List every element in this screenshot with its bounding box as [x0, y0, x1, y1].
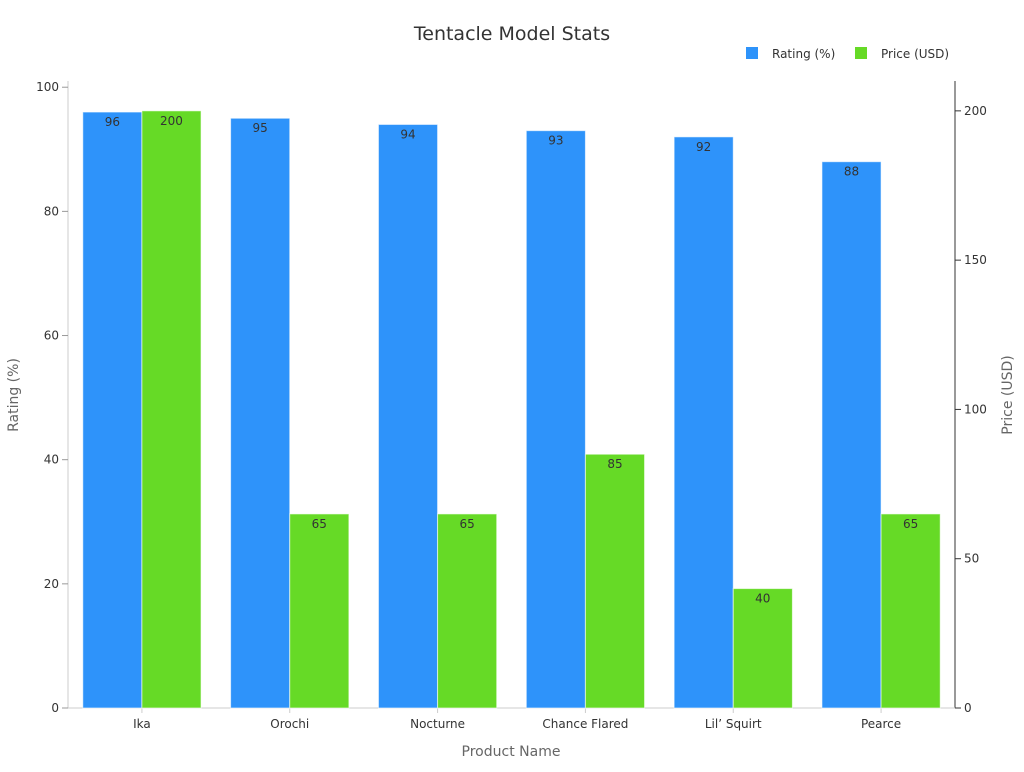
y-tick-label: 40 — [44, 453, 59, 467]
data-label: 92 — [696, 140, 711, 154]
data-label: 93 — [548, 134, 563, 148]
data-label: 65 — [903, 517, 918, 531]
data-label: 95 — [253, 121, 268, 135]
legend-label: Price (USD) — [881, 47, 949, 61]
bar — [141, 110, 202, 709]
data-label: 65 — [312, 517, 327, 531]
bar — [289, 513, 350, 709]
y2-tick-label: 150 — [964, 253, 987, 267]
data-label: 88 — [844, 165, 859, 179]
bar — [377, 123, 439, 709]
bar — [673, 136, 734, 709]
x-tick-label: Chance Flared — [542, 717, 628, 731]
chart-title: Tentacle Model Stats — [413, 23, 610, 45]
bar — [437, 513, 498, 709]
x-tick-label: Ika — [133, 717, 151, 731]
legend-label: Rating (%) — [772, 47, 835, 61]
y2-tick-label: 200 — [964, 104, 987, 118]
y-tick-label: 80 — [44, 204, 59, 218]
data-label: 65 — [460, 517, 475, 531]
bar — [821, 161, 882, 709]
y2-tick-label: 0 — [964, 701, 972, 715]
x-tick-label: Orochi — [270, 717, 309, 731]
y2-tick-label: 50 — [964, 552, 979, 566]
bar — [732, 588, 793, 709]
data-label: 94 — [400, 127, 415, 141]
bar — [880, 513, 941, 709]
bar — [584, 453, 646, 709]
y-tick-label: 20 — [44, 577, 59, 591]
x-tick-label: Nocturne — [410, 717, 465, 731]
bar — [82, 111, 143, 709]
y-tick-label: 100 — [36, 80, 59, 94]
x-tick-label: Lil’ Squirt — [705, 717, 762, 731]
legend-swatch — [746, 47, 758, 59]
y-tick-label: 0 — [51, 701, 59, 715]
data-label: 85 — [607, 457, 622, 471]
data-label: 200 — [160, 114, 183, 128]
y2-tick-label: 100 — [964, 402, 987, 416]
bar — [525, 130, 586, 709]
y-tick-label: 60 — [44, 329, 59, 343]
data-label: 96 — [105, 115, 120, 129]
legend: Rating (%) Price (USD) — [746, 47, 949, 61]
bar — [230, 117, 291, 709]
x-tick-label: Pearce — [861, 717, 901, 731]
data-label: 40 — [755, 592, 770, 606]
x-axis-label: Product Name — [462, 744, 561, 760]
plot-area: 0 20 40 60 80 100 0 50 100 150 200 Ika 96 200 Orochi 95… — [36, 80, 987, 731]
y2-axis-label: Price (USD) — [1000, 355, 1016, 434]
legend-swatch — [855, 47, 867, 59]
y-axis-label: Rating (%) — [6, 358, 22, 432]
